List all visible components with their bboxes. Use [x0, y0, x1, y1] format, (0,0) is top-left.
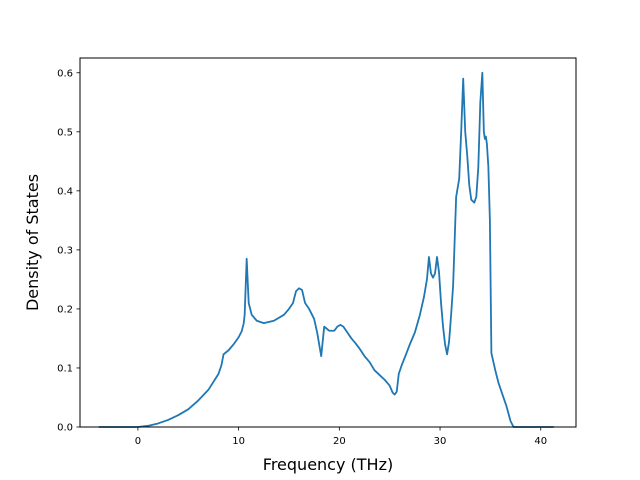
y-tick-label: 0.0	[57, 423, 73, 434]
dos-series-line	[98, 71, 554, 428]
x-tick-label: 30	[434, 436, 447, 447]
x-tick-label: 20	[333, 436, 346, 447]
x-tick-label: 0	[135, 436, 141, 447]
y-tick-label: 0.4	[57, 186, 73, 197]
x-axis-label: Frequency (THz)	[263, 455, 393, 474]
x-tick-label: 10	[232, 436, 245, 447]
x-axis-ticks: 0 10 20 30 40	[135, 427, 547, 447]
y-tick-label: 0.6	[57, 68, 73, 79]
y-tick-label: 0.2	[57, 304, 73, 315]
y-tick-label: 0.3	[57, 245, 73, 256]
y-tick-label: 0.5	[57, 127, 73, 138]
y-tick-label: 0.1	[57, 363, 73, 374]
y-axis-ticks: 0.0 0.1 0.2 0.3 0.4 0.5 0.6	[57, 68, 80, 434]
plot-area-frame	[79, 57, 577, 428]
x-tick-label: 40	[534, 436, 547, 447]
y-axis-label: Density of States	[23, 174, 42, 311]
